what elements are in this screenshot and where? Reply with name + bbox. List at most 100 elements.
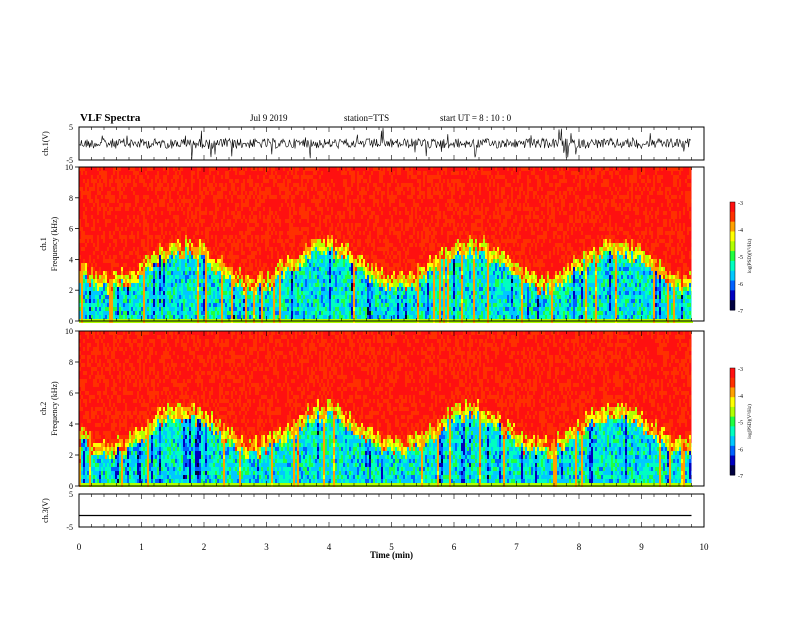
psd-cell — [291, 267, 293, 271]
psd-cell — [291, 311, 293, 315]
psd-cell — [249, 303, 251, 307]
psd-cell — [111, 219, 113, 223]
psd-cell — [257, 315, 259, 319]
psd-cell — [183, 267, 185, 271]
psd-cell — [111, 247, 113, 251]
psd-cell — [109, 247, 111, 251]
psd-cell — [195, 183, 197, 187]
psd-cell — [249, 191, 251, 195]
psd-cell — [151, 243, 153, 247]
psd-cell — [117, 311, 119, 315]
psd-cell — [103, 175, 105, 179]
psd-cell — [89, 175, 91, 179]
psd-cell — [135, 255, 137, 259]
psd-cell — [265, 227, 267, 231]
psd-cell — [187, 195, 189, 199]
psd-cell — [155, 267, 157, 271]
psd-cell — [151, 259, 153, 263]
psd-cell — [327, 263, 329, 267]
psd-cell — [243, 255, 245, 259]
psd-cell — [133, 227, 135, 231]
psd-cell — [119, 235, 121, 239]
psd-cell — [299, 263, 301, 267]
psd-cell — [193, 231, 195, 235]
psd-cell — [195, 267, 197, 271]
psd-cell — [305, 235, 307, 239]
psd-cell — [97, 175, 99, 179]
psd-cell — [193, 191, 195, 195]
psd-cell — [163, 315, 165, 319]
psd-cell — [307, 287, 309, 291]
psd-cell — [245, 179, 247, 183]
psd-cell — [217, 263, 219, 267]
psd-cell — [237, 231, 239, 235]
psd-cell — [165, 187, 167, 191]
psd-cell — [85, 295, 87, 299]
psd-cell — [325, 291, 327, 295]
psd-cell — [153, 215, 155, 219]
psd-cell — [101, 183, 103, 187]
psd-cell — [247, 219, 249, 223]
psd-cell — [277, 215, 279, 219]
psd-cell — [217, 215, 219, 219]
psd-cell — [113, 243, 115, 247]
psd-cell — [161, 175, 163, 179]
psd-cell — [217, 195, 219, 199]
psd-cell — [183, 255, 185, 259]
psd-cell — [85, 223, 87, 227]
psd-cell — [103, 171, 105, 175]
psd-cell — [185, 207, 187, 211]
psd-cell — [317, 303, 319, 307]
psd-cell — [85, 231, 87, 235]
psd-cell — [107, 275, 109, 279]
psd-cell — [307, 183, 309, 187]
psd-cell — [207, 211, 209, 215]
psd-cell — [225, 275, 227, 279]
psd-cell — [133, 263, 135, 267]
psd-cell — [241, 283, 243, 287]
psd-cell — [93, 283, 95, 287]
psd-cell — [101, 307, 103, 311]
psd-cell — [107, 263, 109, 267]
psd-cell — [117, 263, 119, 267]
psd-cell — [217, 207, 219, 211]
psd-cell — [81, 219, 83, 223]
psd-cell — [191, 267, 193, 271]
psd-cell — [323, 215, 325, 219]
psd-cell — [145, 275, 147, 279]
psd-cell — [105, 231, 107, 235]
psd-cell — [159, 291, 161, 295]
psd-cell — [239, 231, 241, 235]
psd-cell — [289, 283, 291, 287]
psd-cell — [223, 199, 225, 203]
psd-cell — [87, 215, 89, 219]
psd-cell — [159, 223, 161, 227]
psd-cell — [225, 299, 227, 303]
psd-cell — [161, 235, 163, 239]
psd-cell — [99, 283, 101, 287]
psd-cell — [105, 195, 107, 199]
psd-cell — [213, 231, 215, 235]
psd-cell — [257, 227, 259, 231]
psd-cell — [231, 239, 233, 243]
psd-cell — [185, 291, 187, 295]
psd-cell — [273, 239, 275, 243]
psd-cell — [261, 271, 263, 275]
psd-cell — [147, 267, 149, 271]
psd-cell — [113, 171, 115, 175]
psd-cell — [135, 183, 137, 187]
psd-cell — [273, 199, 275, 203]
psd-cell — [187, 251, 189, 255]
psd-cell — [219, 191, 221, 195]
psd-cell — [225, 207, 227, 211]
psd-cell — [267, 279, 269, 283]
psd-cell — [131, 271, 133, 275]
psd-cell — [305, 311, 307, 315]
psd-cell — [187, 239, 189, 243]
psd-cell — [83, 271, 85, 275]
psd-cell — [161, 299, 163, 303]
psd-cell — [95, 263, 97, 267]
psd-cell — [161, 243, 163, 247]
psd-cell — [277, 303, 279, 307]
